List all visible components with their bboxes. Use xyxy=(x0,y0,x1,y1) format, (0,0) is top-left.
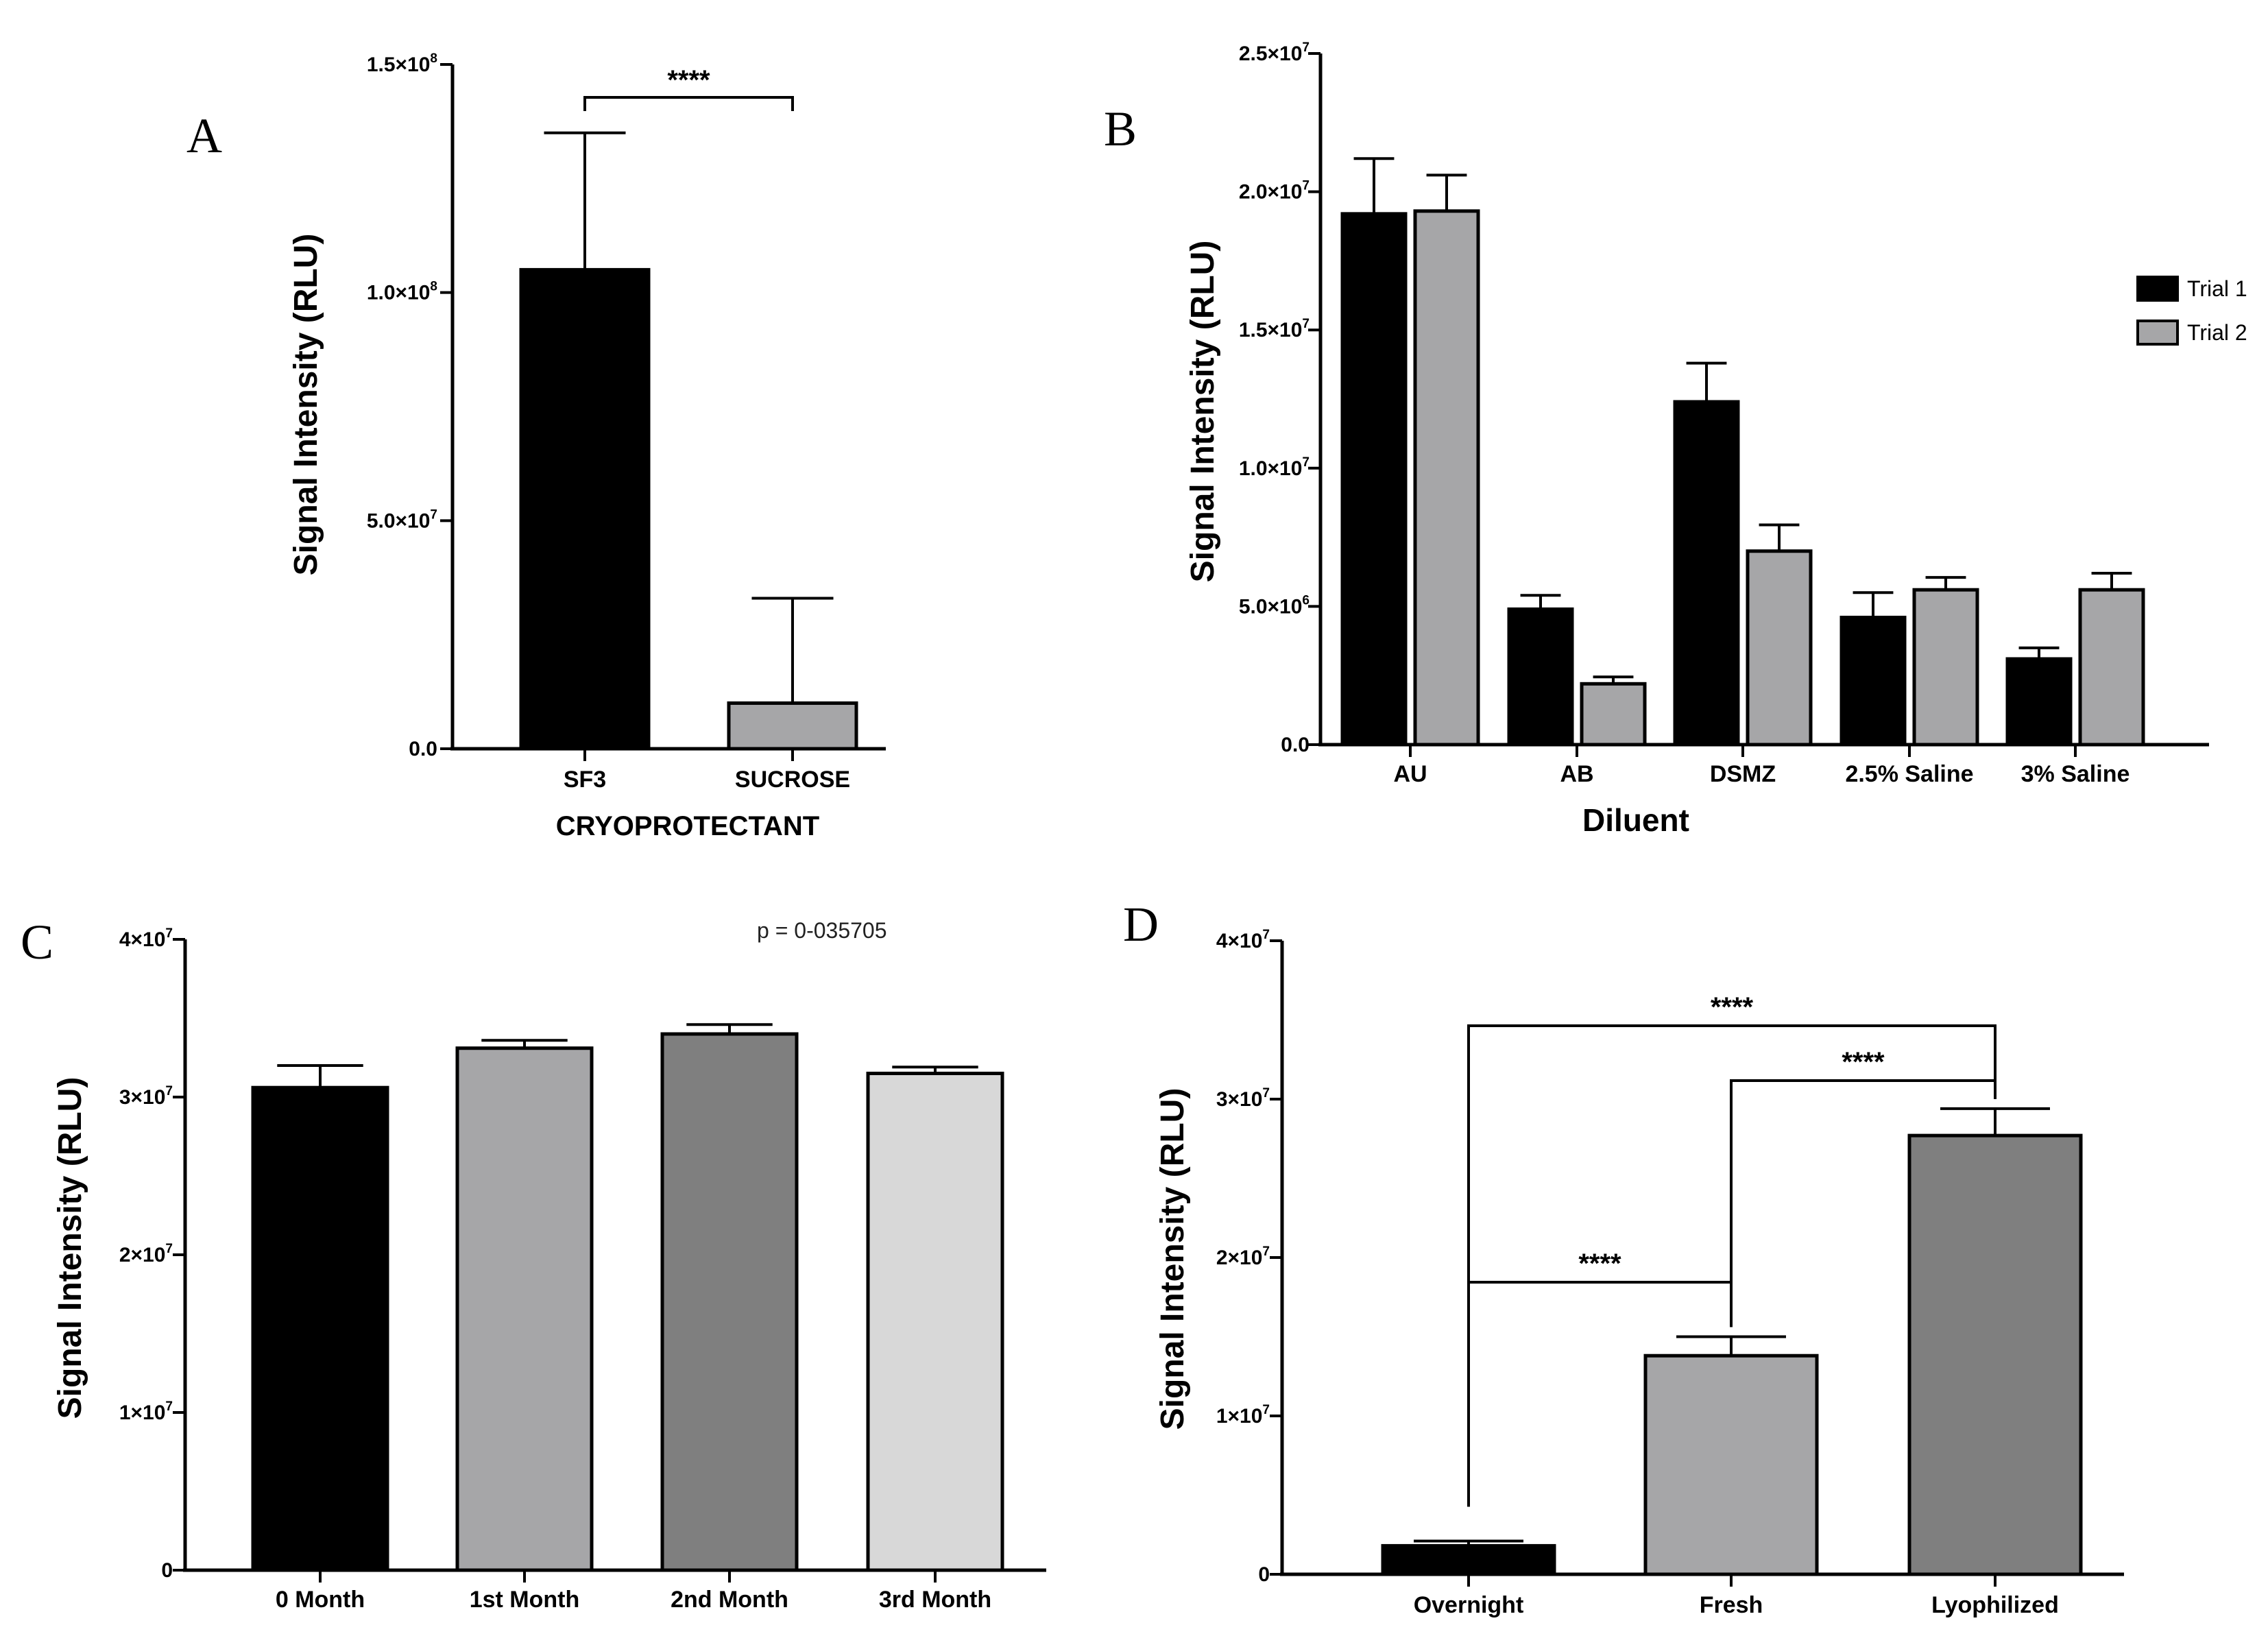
panel-d-bar-fresh xyxy=(1643,1354,1819,1576)
panel-b-bar-trial-2-dsmz xyxy=(1746,549,1813,747)
panel-c-category-label-1st-month: 1st Month xyxy=(470,1587,580,1613)
panel-b-category-label-au: AU xyxy=(1393,761,1427,787)
panel-b-y-axis-label: Signal Intensity (RLU) xyxy=(1185,241,1221,583)
panel-a-bar-sucrose xyxy=(727,701,858,751)
panel-b-bar-trial-1-3-saline xyxy=(2005,657,2073,747)
panel-d-bar-lyophilized xyxy=(1907,1133,2083,1576)
panel-b-category-label-dsmz: DSMZ xyxy=(1710,761,1776,787)
panel-a-bar-sf3 xyxy=(519,267,651,751)
panel-c-category-label-3rd-month: 3rd Month xyxy=(879,1587,991,1613)
panel-d-y-tick-label-2: 2×107 xyxy=(1216,1244,1270,1269)
panel-a-y-tick-label-0: 0.0 xyxy=(409,738,437,760)
panel-a-y-axis-label: Signal Intensity (RLU) xyxy=(288,234,324,576)
panel-c-y-axis-label: Signal Intensity (RLU) xyxy=(52,1077,88,1419)
panel-c-bar-2nd-month xyxy=(660,1032,799,1572)
panel-b-x-axis-label: Diluent xyxy=(1582,802,1689,838)
panel-d-y-tick-label-0: 0 xyxy=(1258,1563,1270,1586)
panel-b-bar-trial-1-2-5-saline xyxy=(1839,616,1907,747)
panel-b-bar-trial-1-ab xyxy=(1507,607,1574,747)
panel-c-y-tick-label-4: 4×107 xyxy=(119,926,173,951)
panel-a-letter: A xyxy=(186,108,222,163)
panel-b-bar-trial-1-au xyxy=(1340,212,1408,747)
panel-a-x-axis-label: CRYOPROTECTANT xyxy=(556,811,819,841)
panel-d-y-axis-label: Signal Intensity (RLU) xyxy=(1155,1088,1191,1430)
panel-b-bar-trial-2-2-5-saline xyxy=(1912,588,1979,747)
panel-b-category-label-2-5-saline: 2.5% Saline xyxy=(1845,761,1973,787)
panel-d-letter: D xyxy=(1123,897,1159,952)
panel-b-bar-trial-2-ab xyxy=(1580,682,1647,747)
panel-c-y-tick-label-3: 3×107 xyxy=(119,1084,173,1109)
panel-b-category-label-3-saline: 3% Saline xyxy=(2021,761,2130,787)
panel-c: C Signal Intensity (RLU) p = 0-035705 0 1… xyxy=(21,915,1046,1613)
panel-d-significance-bracket-2 xyxy=(1467,1281,1733,1507)
panel-b-category-label-ab: AB xyxy=(1560,761,1593,787)
panel-b-bar-trial-1-dsmz xyxy=(1673,400,1740,747)
panel-a-y-tick-label-2: 1.0×108 xyxy=(367,280,437,304)
panel-d-significance-bracket-1 xyxy=(1730,1079,1996,1327)
panel-c-letter: C xyxy=(21,915,53,970)
panel-d-significance-bracket-0 xyxy=(1467,1024,1996,1491)
panel-b-legend: Trial 1 Trial 2 xyxy=(2136,276,2247,346)
panel-b-y-tick-label-0: 0.0 xyxy=(1281,734,1310,756)
panel-a-category-label-sucrose: SUCROSE xyxy=(735,767,850,793)
panel-d-y-tick-label-4: 4×107 xyxy=(1216,928,1270,952)
panel-b: B Signal Intensity (RLU) Diluent 0.0 5.0×… xyxy=(1104,40,2247,838)
panel-d-category-label-fresh: Fresh xyxy=(1700,1592,1763,1618)
panel-b-y-tick-label-2: 1.0×107 xyxy=(1239,455,1310,480)
panel-d: D Signal Intensity (RLU) 0 1×107 2×107 3×10… xyxy=(1123,897,2124,1618)
panel-d-bar-overnight xyxy=(1381,1543,1556,1576)
legend-label-trial-1: Trial 1 xyxy=(2187,276,2247,301)
panel-b-bar-trial-2-au xyxy=(1413,209,1480,747)
panel-d-y-tick-label-1: 1×107 xyxy=(1216,1403,1270,1428)
panel-c-category-label-0-month: 0 Month xyxy=(276,1587,365,1613)
panel-d-y-tick-label-3: 3×107 xyxy=(1216,1086,1270,1111)
panel-c-bar-0-month xyxy=(251,1085,389,1572)
panel-c-y-tick-label-2: 2×107 xyxy=(119,1242,173,1266)
panel-a-y-tick-label-1: 5.0×107 xyxy=(367,507,437,532)
panel-a-category-label-sf3: SF3 xyxy=(564,767,606,793)
panel-a-y-tick-label-3: 1.5×108 xyxy=(367,51,437,76)
panel-c-category-label-2nd-month: 2nd Month xyxy=(671,1587,788,1613)
legend-swatch-trial-1 xyxy=(2136,276,2179,302)
panel-c-bar-1st-month xyxy=(455,1046,594,1572)
panel-a-significance-label: **** xyxy=(667,65,710,95)
panel-b-bar-trial-2-3-saline xyxy=(2078,588,2145,747)
panel-b-y-tick-label-1: 5.0×106 xyxy=(1239,593,1310,618)
panel-b-y-tick-label-5: 2.5×107 xyxy=(1239,40,1310,65)
panel-c-y-tick-label-0: 0 xyxy=(161,1559,173,1582)
panel-d-significance-label-1: **** xyxy=(1842,1047,1885,1077)
legend-swatch-trial-2 xyxy=(2136,320,2179,346)
panel-a: A Signal Intensity (RLU) CRYOPROTECTANT … xyxy=(186,51,886,841)
panel-d-category-label-overnight: Overnight xyxy=(1414,1592,1524,1618)
panel-b-y-tick-label-4: 2.0×107 xyxy=(1239,179,1310,204)
panel-c-y-tick-label-1: 1×107 xyxy=(119,1399,173,1424)
legend-label-trial-2: Trial 2 xyxy=(2187,320,2247,345)
panel-c-p-value: p = 0-035705 xyxy=(757,918,887,943)
panel-a-significance-bracket xyxy=(583,96,794,111)
panel-b-y-tick-label-3: 1.5×107 xyxy=(1239,317,1310,341)
panel-c-bar-3rd-month xyxy=(866,1072,1004,1572)
panel-d-category-label-lyophilized: Lyophilized xyxy=(1931,1592,2059,1618)
panel-b-letter: B xyxy=(1104,101,1137,156)
panel-d-significance-label-0: **** xyxy=(1711,992,1754,1022)
panel-d-significance-label-2: **** xyxy=(1578,1249,1621,1279)
